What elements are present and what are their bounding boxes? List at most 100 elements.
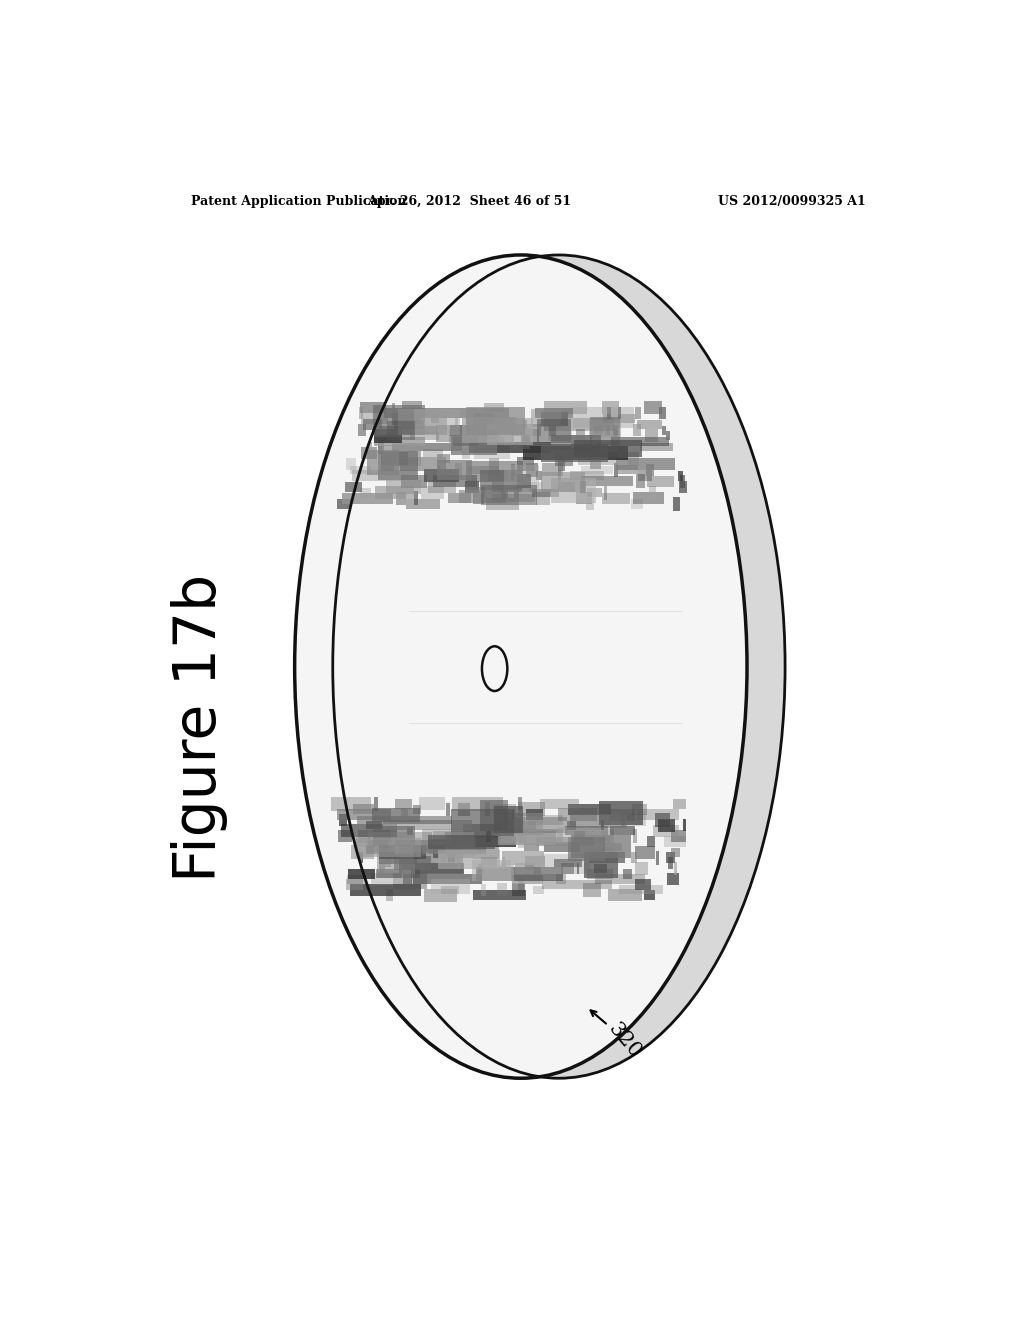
Bar bbox=[463, 824, 501, 837]
Bar bbox=[543, 463, 563, 477]
Bar bbox=[338, 809, 390, 820]
Bar bbox=[445, 803, 451, 816]
Bar bbox=[501, 487, 508, 498]
Bar bbox=[421, 486, 444, 499]
Bar bbox=[602, 842, 623, 851]
Bar bbox=[354, 837, 370, 846]
Bar bbox=[342, 492, 393, 504]
Bar bbox=[578, 453, 617, 465]
Bar bbox=[360, 403, 386, 413]
Bar bbox=[582, 837, 594, 846]
Bar bbox=[480, 857, 497, 870]
Bar bbox=[381, 453, 408, 465]
Bar bbox=[455, 463, 462, 477]
Bar bbox=[372, 874, 393, 884]
Bar bbox=[571, 436, 592, 447]
Bar bbox=[511, 425, 541, 436]
Bar bbox=[652, 825, 680, 837]
Bar bbox=[601, 820, 604, 830]
Bar bbox=[632, 804, 647, 814]
Bar bbox=[394, 855, 431, 870]
Bar bbox=[621, 814, 626, 826]
Bar bbox=[345, 482, 362, 492]
Bar bbox=[452, 797, 503, 810]
Bar bbox=[466, 417, 516, 432]
Bar bbox=[607, 829, 614, 843]
Bar bbox=[573, 407, 635, 428]
Bar bbox=[635, 862, 648, 875]
Bar bbox=[532, 488, 559, 496]
Bar bbox=[374, 797, 378, 810]
Bar bbox=[486, 418, 532, 445]
Bar bbox=[637, 809, 680, 820]
Bar bbox=[516, 474, 531, 488]
Bar bbox=[338, 830, 352, 842]
Bar bbox=[395, 840, 413, 854]
Bar bbox=[407, 499, 439, 510]
Bar bbox=[392, 413, 421, 425]
Bar bbox=[664, 837, 686, 846]
Bar bbox=[635, 408, 641, 418]
Bar bbox=[598, 801, 643, 825]
Bar bbox=[485, 498, 519, 511]
Bar bbox=[379, 845, 426, 859]
Bar bbox=[568, 804, 611, 814]
Bar bbox=[671, 830, 686, 842]
Bar bbox=[415, 863, 464, 874]
Bar bbox=[373, 826, 415, 846]
Bar bbox=[616, 458, 675, 470]
Bar bbox=[669, 857, 673, 869]
Bar bbox=[671, 847, 680, 857]
Bar bbox=[478, 487, 484, 499]
Bar bbox=[613, 425, 618, 436]
Bar bbox=[398, 409, 446, 436]
Bar bbox=[636, 474, 645, 488]
Bar bbox=[571, 834, 632, 858]
Bar bbox=[498, 821, 537, 830]
Bar bbox=[437, 461, 472, 480]
Text: Patent Application Publication: Patent Application Publication bbox=[191, 195, 407, 209]
Bar bbox=[433, 475, 477, 487]
Bar bbox=[413, 805, 421, 813]
Bar bbox=[544, 418, 614, 430]
Bar bbox=[581, 480, 586, 494]
Bar bbox=[522, 446, 628, 459]
Bar bbox=[602, 492, 630, 504]
Bar bbox=[527, 814, 563, 825]
Bar bbox=[386, 480, 421, 494]
Bar bbox=[367, 840, 388, 854]
Bar bbox=[635, 846, 655, 859]
Bar bbox=[463, 447, 470, 458]
Bar bbox=[680, 475, 685, 487]
Bar bbox=[488, 458, 499, 470]
Bar bbox=[484, 430, 500, 441]
Bar bbox=[473, 846, 500, 859]
Bar bbox=[558, 458, 565, 471]
Bar bbox=[337, 499, 350, 510]
Bar bbox=[359, 487, 371, 498]
Bar bbox=[347, 875, 366, 884]
Bar bbox=[637, 420, 663, 429]
Bar bbox=[455, 417, 458, 432]
Bar bbox=[379, 851, 417, 863]
Bar bbox=[549, 425, 556, 436]
Bar bbox=[488, 470, 506, 482]
Bar bbox=[526, 809, 543, 820]
Bar bbox=[577, 863, 580, 874]
Bar bbox=[424, 888, 458, 902]
Bar bbox=[627, 813, 646, 826]
Text: US 2012/0099325 A1: US 2012/0099325 A1 bbox=[718, 195, 866, 209]
Bar bbox=[647, 475, 674, 487]
Bar bbox=[445, 832, 474, 858]
Bar bbox=[497, 883, 507, 896]
Bar bbox=[594, 426, 603, 434]
Bar bbox=[634, 492, 664, 504]
Bar bbox=[628, 451, 639, 465]
Bar bbox=[603, 414, 635, 424]
Bar bbox=[523, 429, 539, 442]
Bar bbox=[515, 863, 534, 874]
Bar bbox=[505, 465, 539, 491]
Bar bbox=[482, 865, 514, 880]
Bar bbox=[601, 832, 607, 841]
Bar bbox=[605, 425, 610, 436]
